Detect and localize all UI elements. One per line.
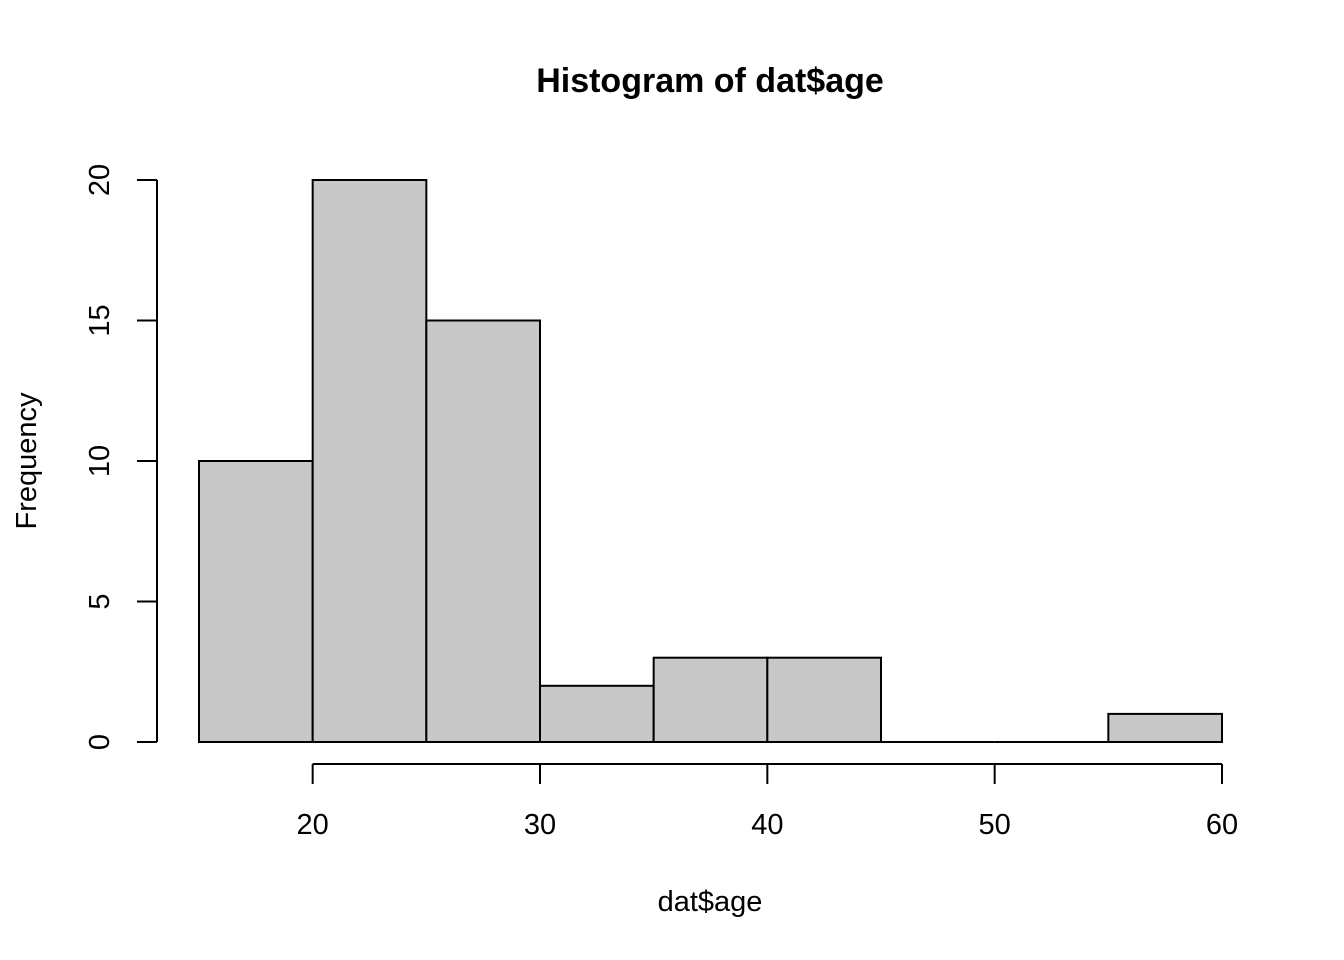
histogram-bar-20-25 [311, 179, 428, 743]
y-tick-label-10: 10 [84, 445, 116, 477]
y-tick-label-0: 0 [84, 734, 116, 750]
x-tick-label-40: 40 [751, 809, 783, 841]
x-tick-label-20: 20 [297, 809, 329, 841]
histogram-bar-55-60 [1107, 712, 1224, 744]
x-axis: 20 30 40 50 60 [297, 763, 1238, 841]
histogram-bar-30-35 [539, 684, 655, 743]
x-tick-label-50: 50 [979, 809, 1011, 841]
y-tick-label-20: 20 [84, 164, 116, 196]
y-axis-label: Frequency [11, 392, 43, 530]
histogram-bar-40-45 [766, 656, 882, 744]
histogram-bar-35-40 [652, 656, 769, 744]
y-tick-label-15: 15 [84, 304, 116, 336]
histogram-bar-25-30 [425, 319, 542, 743]
chart-title: Histogram of dat$age [536, 62, 884, 100]
y-tick-label-5: 5 [84, 593, 116, 609]
y-axis: 0 5 10 15 20 [84, 164, 158, 750]
bars-group [198, 179, 1224, 744]
x-axis-label: dat$age [658, 886, 763, 918]
x-tick-label-30: 30 [524, 809, 556, 841]
histogram-bar-15-20 [198, 460, 314, 743]
x-tick-label-60: 60 [1206, 809, 1238, 841]
